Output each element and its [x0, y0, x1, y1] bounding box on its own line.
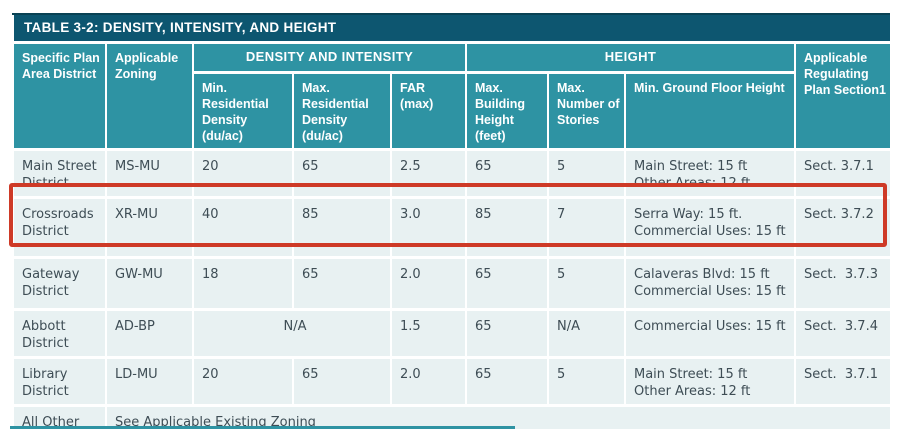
- header-sub-row: Min. Residential Density (du/ac) Max. Re…: [13, 70, 891, 151]
- cell-min-res-density: 18: [192, 255, 294, 311]
- cell-max-res-density: 65: [292, 147, 392, 199]
- header-group-row: Specific Plan Area District Applicable Z…: [12, 40, 892, 151]
- header-regulating-plan-section: Applicable Regulating Plan Section1: [794, 40, 892, 151]
- cell-max-building-height: 65: [465, 147, 549, 199]
- cell-existing-zoning-note: See Applicable Existing Zoning: [105, 404, 892, 429]
- header-max-residential-density: Max. Residential Density (du/ac): [292, 70, 392, 151]
- cell-district: Abbott District: [12, 307, 107, 360]
- cell-max-building-height: 65: [465, 307, 549, 360]
- table-title: TABLE 3-2: DENSITY, INTENSITY, AND HEIGH…: [12, 13, 892, 44]
- cell-ground-floor-height: Calaveras Blvd: 15 ft Commercial Uses: 1…: [624, 255, 796, 311]
- header-group-density-intensity: DENSITY AND INTENSITY: [192, 40, 467, 74]
- cell-min-res-density: 40: [192, 195, 294, 259]
- cell-zoning: GW-MU: [105, 255, 194, 311]
- table-row-abbott: Abbott District AD-BP N/A 1.5 65 N/A Com…: [12, 307, 892, 360]
- header-min-ground-floor-height: Min. Ground Floor Height: [624, 70, 796, 151]
- cell-ground-floor-height: Main Street: 15 ft Other Areas: 12 ft: [624, 147, 796, 199]
- cell-district: Crossroads District: [12, 195, 107, 259]
- cell-min-res-density: 20: [192, 147, 294, 199]
- next-element-top-edge: [10, 426, 515, 429]
- cell-zoning: MS-MU: [105, 147, 194, 199]
- cell-max-building-height: 65: [465, 255, 549, 311]
- cell-max-res-density: 65: [292, 255, 392, 311]
- header-district: Specific Plan Area District: [12, 40, 107, 151]
- cell-max-stories: 5: [547, 356, 626, 408]
- cell-plan-section: Sect. 3.7.1: [794, 147, 892, 199]
- cell-ground-floor-height: Commercial Uses: 15 ft: [624, 307, 796, 360]
- cell-max-res-density: 85: [292, 195, 392, 259]
- cell-max-stories: 5: [547, 147, 626, 199]
- cell-far: 2.0: [390, 356, 467, 408]
- header-min-residential-density: Min. Residential Density (du/ac): [192, 70, 294, 151]
- density-intensity-height-table: TABLE 3-2: DENSITY, INTENSITY, AND HEIGH…: [12, 13, 892, 429]
- table-row-main-street: Main Street District MS-MU 20 65 2.5 65 …: [12, 147, 892, 199]
- cell-max-stories: N/A: [547, 307, 626, 360]
- cell-far: 1.5: [390, 307, 467, 360]
- table-row-all-other-areas: All Other Areas See Applicable Existing …: [12, 404, 892, 429]
- cell-zoning: LD-MU: [105, 356, 194, 408]
- cell-zoning: AD-BP: [105, 307, 194, 360]
- cell-max-building-height: 65: [465, 356, 549, 408]
- header-max-number-stories: Max. Number of Stories: [547, 70, 626, 151]
- cell-far: 2.5: [390, 147, 467, 199]
- cell-max-building-height: 85: [465, 195, 549, 259]
- cell-far: 2.0: [390, 255, 467, 311]
- cell-zoning: XR-MU: [105, 195, 194, 259]
- cell-district: Main Street District: [12, 147, 107, 199]
- cell-max-stories: 5: [547, 255, 626, 311]
- cell-max-stories: 7: [547, 195, 626, 259]
- header-group-height: HEIGHT: [465, 40, 796, 74]
- header-far-max: FAR (max): [390, 70, 467, 151]
- table-row-library: Library District LD-MU 20 65 2.0 65 5 Ma…: [12, 356, 892, 408]
- cell-res-density-na: N/A: [192, 307, 392, 360]
- cell-district: All Other Areas: [12, 404, 107, 429]
- cell-ground-floor-height: Serra Way: 15 ft. Commercial Uses: 15 ft: [624, 195, 796, 259]
- table-row-crossroads: Crossroads District XR-MU 40 85 3.0 85 7…: [12, 195, 892, 259]
- table-row-gateway: Gateway District GW-MU 18 65 2.0 65 5 Ca…: [12, 255, 892, 311]
- cell-plan-section: Sect. 3.7.1: [794, 356, 892, 408]
- cell-plan-section: Sect. 3.7.4: [794, 307, 892, 360]
- table-title-row: TABLE 3-2: DENSITY, INTENSITY, AND HEIGH…: [12, 13, 892, 44]
- cell-far: 3.0: [390, 195, 467, 259]
- cell-district: Gateway District: [12, 255, 107, 311]
- header-max-building-height: Max. Building Height (feet): [465, 70, 549, 151]
- cell-plan-section: Sect. 3.7.2: [794, 195, 892, 259]
- header-zoning: Applicable Zoning: [105, 40, 194, 151]
- cell-ground-floor-height: Main Street: 15 ft Other Areas: 12 ft: [624, 356, 796, 408]
- cell-max-res-density: 65: [292, 356, 392, 408]
- cell-min-res-density: 20: [192, 356, 294, 408]
- cell-plan-section: Sect. 3.7.3: [794, 255, 892, 311]
- cell-district: Library District: [12, 356, 107, 408]
